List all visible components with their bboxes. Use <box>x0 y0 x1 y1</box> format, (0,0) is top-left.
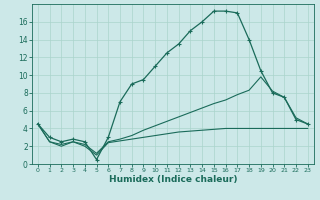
X-axis label: Humidex (Indice chaleur): Humidex (Indice chaleur) <box>108 175 237 184</box>
